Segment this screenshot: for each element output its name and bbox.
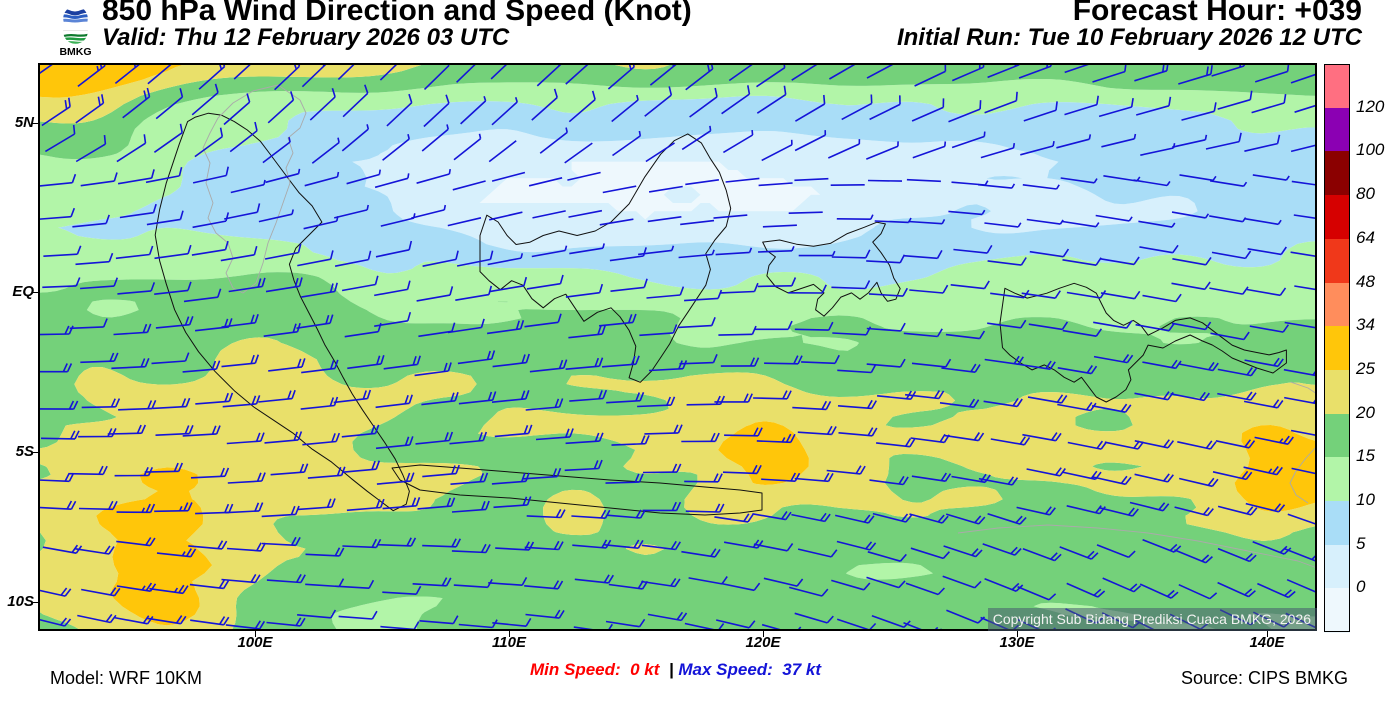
svg-text:BMKG: BMKG — [59, 46, 91, 56]
